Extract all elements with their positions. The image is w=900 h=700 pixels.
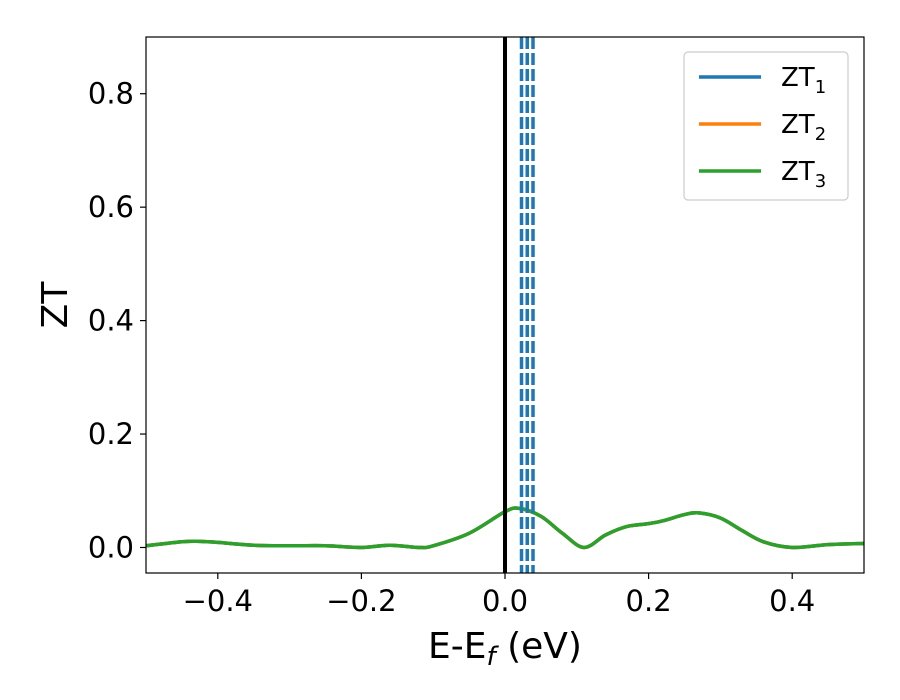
legend-label-zt3: ZT3 <box>781 157 826 192</box>
legend-box <box>683 51 849 201</box>
y-axis: 0.0 0.2 0.4 0.6 0.8 <box>88 77 146 564</box>
x-tick-label: −0.2 <box>326 584 396 618</box>
x-tick-label: −0.4 <box>183 584 253 618</box>
y-axis-label: ZT <box>35 281 76 329</box>
series-layer <box>146 506 864 550</box>
y-tick-label: 0.2 <box>88 417 134 451</box>
y-tick-label: 0.4 <box>88 304 134 338</box>
x-tick-label: 0.4 <box>769 584 815 618</box>
x-axis: −0.4 −0.2 0.0 0.2 0.4 <box>183 573 815 618</box>
x-axis-label: E-Ef (eV) <box>428 626 582 672</box>
series-line-zt3 <box>146 506 864 550</box>
y-tick-label: 0.8 <box>88 77 134 111</box>
legend-label-zt1: ZT1 <box>781 63 826 98</box>
x-tick-label: 0.0 <box>482 584 528 618</box>
x-tick-label: 0.2 <box>626 584 672 618</box>
y-tick-label: 0.0 <box>88 530 134 564</box>
y-tick-label: 0.6 <box>88 190 134 224</box>
legend-label-zt2: ZT2 <box>781 110 826 145</box>
vertical-lines <box>503 37 535 573</box>
legend: ZT1 ZT2 ZT3 <box>683 51 849 201</box>
